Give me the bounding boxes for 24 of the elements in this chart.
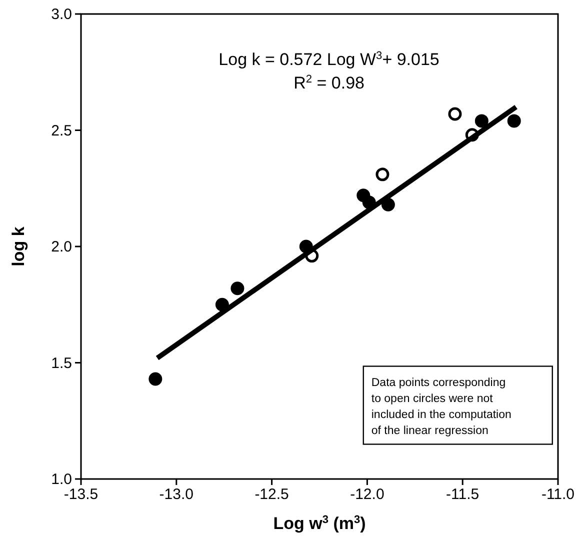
point [474, 114, 488, 128]
annotation: Data points corresponding to open circles were not included in the computation of the linear regression [371, 377, 512, 438]
annotation: R$^{2}$ = 0.98 [294, 73, 364, 92]
x-tick-label: -12.0 [350, 486, 384, 503]
point [507, 114, 521, 128]
x-tick-label: -13.5 [64, 486, 98, 503]
y-tick-label: 2.5 [51, 122, 72, 140]
x-tick-label: -12.5 [254, 486, 289, 503]
y-tick-label: 2.0 [51, 238, 72, 256]
point [148, 372, 162, 386]
y-tick-label: 3.0 [51, 6, 72, 23]
y-axis-title: log k [9, 226, 28, 266]
point [376, 168, 390, 182]
x-tick-label: -13.0 [159, 486, 194, 503]
point [230, 282, 244, 296]
y-tick-label: 1.0 [51, 471, 72, 488]
point [381, 198, 395, 212]
y-tick-label: 1.5 [51, 354, 72, 372]
x-axis-title: Log w$^{3}$ (m$^{3}$) [273, 514, 366, 533]
x-tick-label: -11.0 [541, 486, 575, 503]
note-box: Data points corresponding to open circles were not included in the computation of the linear regression [362, 366, 553, 445]
point [448, 107, 462, 121]
x-tick-label: -11.5 [446, 486, 480, 503]
annotation: Log k = 0.572 Log W$^{3}$+ 9.015 [218, 50, 440, 70]
